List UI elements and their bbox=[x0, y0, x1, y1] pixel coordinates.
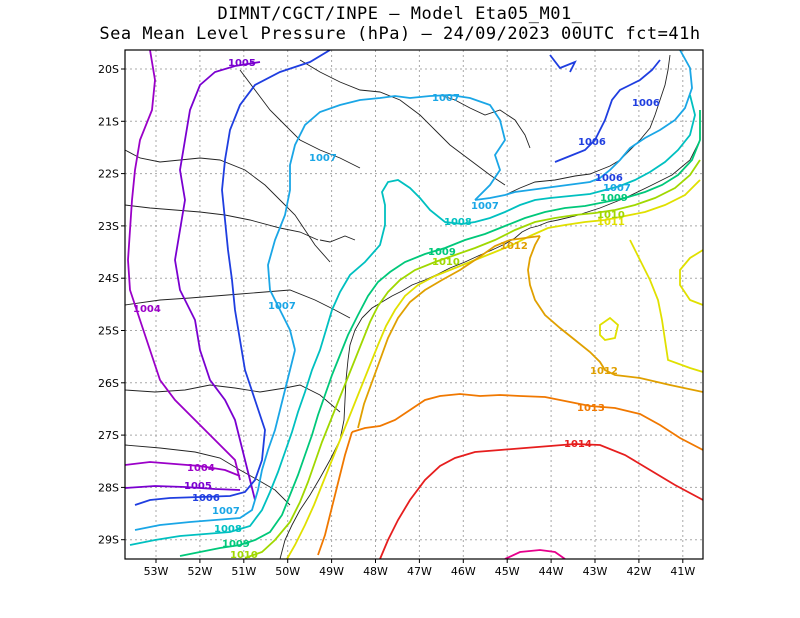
label-1014-a: 1014 bbox=[564, 439, 592, 450]
label-1007-b: 1007 bbox=[309, 153, 337, 164]
label-1007-e: 1007 bbox=[471, 201, 499, 212]
map-title-line1: DIMNT/CGCT/INPE – Model Eta05_M01_ bbox=[217, 4, 583, 24]
label-1006-c: 1006 bbox=[578, 137, 606, 148]
label-1009-c: 1009 bbox=[600, 193, 628, 204]
lat-label: 29S bbox=[98, 534, 119, 547]
label-1006-d: 1006 bbox=[595, 173, 623, 184]
label-1007-d: 1007 bbox=[268, 301, 296, 312]
lon-label: 41W bbox=[670, 565, 695, 578]
label-1010-b: 1010 bbox=[432, 257, 460, 268]
label-1007-c: 1007 bbox=[432, 93, 460, 104]
label-1009-b: 1009 bbox=[428, 247, 456, 258]
lon-label: 47W bbox=[407, 565, 432, 578]
lat-label: 21S bbox=[98, 115, 119, 128]
label-1007-f: 1007 bbox=[603, 183, 631, 194]
label-1007-a: 1007 bbox=[212, 506, 240, 517]
label-1006-b: 1006 bbox=[632, 98, 660, 109]
label-1012-a: 1012 bbox=[500, 241, 528, 252]
label-1005-b: 1005 bbox=[184, 481, 212, 492]
lat-label: 28S bbox=[98, 481, 119, 494]
map-frame bbox=[124, 49, 704, 560]
label-1010-a: 1010 bbox=[230, 550, 258, 561]
lon-label: 53W bbox=[144, 565, 169, 578]
lat-label: 26S bbox=[98, 377, 119, 390]
lon-label: 52W bbox=[187, 565, 212, 578]
contour-labels: 1005 1004 1004 1005 1006 1007 1008 1009 … bbox=[133, 58, 660, 561]
label-1011-a: 1011 bbox=[597, 217, 625, 228]
lon-label: 43W bbox=[583, 565, 608, 578]
lon-label: 48W bbox=[363, 565, 388, 578]
label-1006-a: 1006 bbox=[192, 493, 220, 504]
label-1008-b: 1008 bbox=[444, 217, 472, 228]
label-1008-a: 1008 bbox=[214, 524, 242, 535]
lon-label: 50W bbox=[275, 565, 300, 578]
isobar-contours bbox=[125, 50, 703, 559]
lat-label: 27S bbox=[98, 429, 119, 442]
label-1005-a: 1005 bbox=[228, 58, 256, 69]
lat-label: 22S bbox=[98, 168, 119, 181]
label-1004-a: 1004 bbox=[133, 304, 161, 315]
lon-label: 45W bbox=[495, 565, 520, 578]
label-1012-b: 1012 bbox=[590, 366, 618, 377]
lat-label: 25S bbox=[98, 325, 119, 338]
lat-label: 23S bbox=[98, 220, 119, 233]
label-1013-a: 1013 bbox=[577, 403, 605, 414]
axis-ticks: 20S 21S 22S 23S 24S 25S 26S 27S 28S 29S 53W 52W 51W 5… bbox=[98, 63, 695, 578]
label-1004-b: 1004 bbox=[187, 463, 215, 474]
lon-label: 51W bbox=[231, 565, 256, 578]
lat-label: 20S bbox=[98, 63, 119, 76]
lon-label: 42W bbox=[626, 565, 651, 578]
map-title-line2: Sea Mean Level Pressure (hPa) – 24/09/20… bbox=[99, 24, 701, 44]
lat-label: 24S bbox=[98, 272, 119, 285]
lon-label: 44W bbox=[539, 565, 564, 578]
label-1009-a: 1009 bbox=[222, 539, 250, 550]
label-1010-c: 1010 bbox=[597, 210, 625, 221]
lon-label: 46W bbox=[451, 565, 476, 578]
lon-label: 49W bbox=[319, 565, 344, 578]
